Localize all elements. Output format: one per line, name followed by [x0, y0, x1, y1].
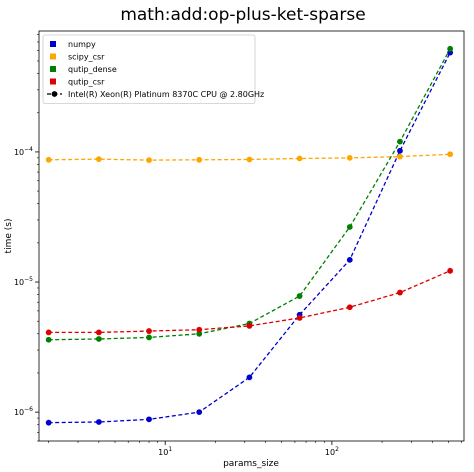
data-point	[246, 374, 253, 381]
series-line	[48, 52, 451, 424]
legend-frame	[42, 34, 256, 104]
legend-item: numpy	[50, 40, 96, 49]
data-point	[45, 419, 52, 426]
legend-label: qutip_dense	[68, 65, 117, 74]
y-tick-label: 10−6	[14, 406, 33, 417]
data-point	[296, 155, 303, 162]
data-point	[95, 419, 102, 425]
series-layer	[45, 45, 454, 426]
data-point	[196, 409, 203, 416]
data-point	[397, 147, 403, 154]
y-tick-label: 10−5	[14, 276, 33, 287]
data-point	[146, 334, 152, 341]
data-point	[397, 289, 403, 296]
data-point	[146, 157, 152, 164]
y-tick-base: 10	[14, 278, 24, 287]
data-point	[95, 336, 102, 342]
legend-swatch	[50, 53, 56, 60]
data-point	[196, 326, 203, 333]
chart-title: math:add:op-plus-ket-sparse	[120, 5, 365, 25]
x-tick-exp: 1	[168, 446, 172, 453]
data-point	[246, 323, 253, 329]
x-tick-label: 101	[158, 446, 172, 457]
y-tick-exp: −6	[24, 406, 33, 413]
data-point	[45, 336, 52, 343]
data-point	[397, 153, 403, 160]
data-point	[346, 224, 353, 230]
legend-item: qutip_dense	[50, 65, 117, 74]
data-point	[196, 156, 203, 163]
legend-swatch	[50, 66, 56, 72]
y-tick-base: 10	[14, 148, 24, 157]
data-point	[397, 138, 403, 145]
data-point	[95, 156, 102, 163]
data-point	[146, 416, 152, 423]
data-point	[447, 267, 454, 274]
data-point	[346, 304, 353, 311]
series-numpy	[45, 49, 454, 426]
legend: numpy scipy_csr qutip_dense qutip_csr Intel(…	[42, 34, 264, 104]
legend-item-group: Intel(R) Xeon(R) Platinum 8370C CPU @ 2.…	[47, 90, 264, 99]
data-point	[447, 45, 454, 52]
y-axis-label: time (s)	[4, 219, 14, 254]
legend-group-marker	[51, 91, 58, 97]
x-tick-base: 10	[325, 448, 335, 457]
data-point	[196, 330, 203, 337]
data-point	[447, 151, 454, 158]
legend-label: qutip_csr	[68, 78, 105, 87]
data-point	[346, 154, 353, 161]
legend-group-label: Intel(R) Xeon(R) Platinum 8370C CPU @ 2.…	[68, 90, 264, 99]
y-tick-exp: −4	[24, 146, 33, 153]
x-tick-base: 10	[158, 448, 168, 457]
legend-item: qutip_csr	[50, 78, 105, 87]
y-tick-base: 10	[14, 408, 24, 417]
data-point	[146, 328, 152, 334]
legend-swatch	[50, 41, 56, 47]
series-line	[48, 153, 451, 161]
x-tick-exp: 2	[335, 446, 339, 453]
x-tick-label: 102	[325, 446, 339, 457]
data-point	[296, 293, 303, 299]
series-line	[48, 270, 451, 334]
data-point	[246, 156, 253, 163]
series-scipy_csr	[45, 151, 454, 164]
data-point	[45, 329, 52, 336]
data-point	[296, 315, 303, 321]
legend-item: scipy_csr	[50, 53, 105, 62]
y-tick-label: 10−4	[14, 146, 33, 157]
data-point	[95, 329, 102, 336]
legend-swatch	[50, 78, 56, 85]
legend-label: numpy	[68, 40, 96, 49]
series-qutip_csr	[45, 267, 454, 336]
x-axis-label: params_size	[223, 459, 279, 469]
y-tick-exp: −5	[24, 276, 33, 283]
legend-label: scipy_csr	[68, 53, 105, 62]
data-point	[45, 156, 52, 163]
data-point	[346, 256, 353, 263]
